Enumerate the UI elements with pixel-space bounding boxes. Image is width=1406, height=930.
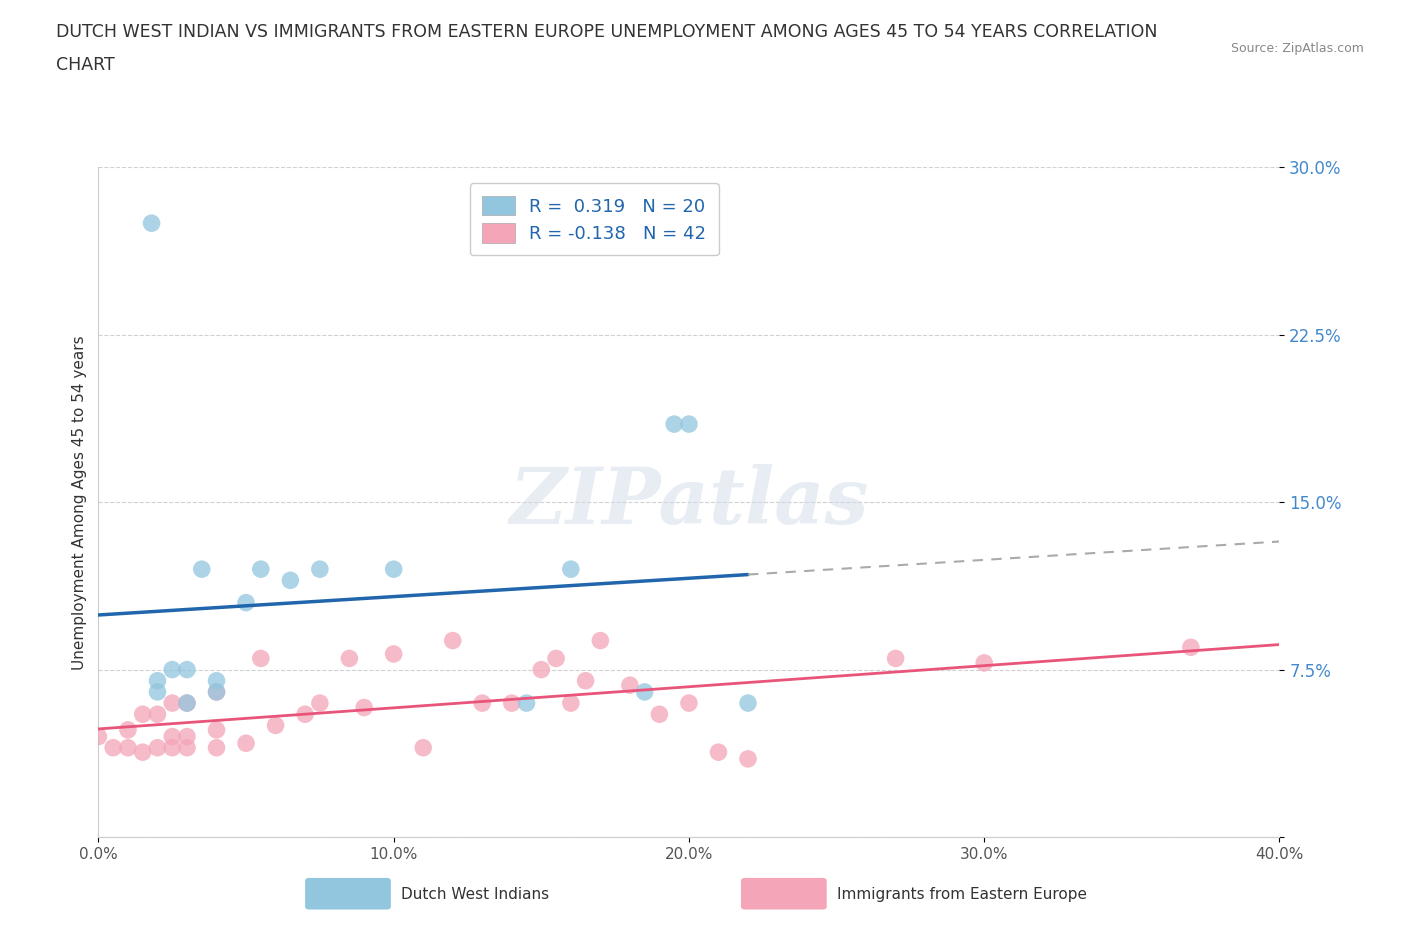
Point: [664, 417, 686, 432]
Point: [648, 707, 671, 722]
Point: [973, 656, 995, 671]
Point: [146, 684, 169, 699]
Legend: R =  0.319   N = 20, R = -0.138   N = 42: R = 0.319 N = 20, R = -0.138 N = 42: [470, 183, 718, 256]
Point: [560, 696, 582, 711]
Point: [678, 417, 700, 432]
Point: [162, 729, 183, 744]
Point: [176, 729, 198, 744]
Point: [132, 745, 155, 760]
Point: [309, 696, 332, 711]
Text: CHART: CHART: [56, 56, 115, 73]
Point: [250, 651, 273, 666]
Text: ZIPatlas: ZIPatlas: [509, 464, 869, 540]
Point: [191, 562, 214, 577]
Point: [530, 662, 553, 677]
Point: [737, 751, 759, 766]
Point: [132, 707, 155, 722]
Point: [337, 651, 360, 666]
Point: [278, 573, 302, 588]
Point: [264, 718, 287, 733]
Point: [235, 595, 257, 610]
Point: [146, 740, 169, 755]
Text: Immigrants from Eastern Europe: Immigrants from Eastern Europe: [837, 887, 1087, 902]
Point: [146, 707, 169, 722]
Point: [250, 562, 273, 577]
Point: [353, 700, 375, 715]
Point: [205, 684, 228, 699]
Point: [574, 673, 596, 688]
Point: [162, 740, 183, 755]
Point: [471, 696, 494, 711]
Point: [205, 673, 228, 688]
Point: [176, 662, 198, 677]
Point: [117, 723, 139, 737]
Point: [205, 740, 228, 755]
Point: [162, 662, 183, 677]
Point: [737, 696, 759, 711]
Point: [560, 562, 582, 577]
Point: [589, 633, 612, 648]
Point: [633, 684, 655, 699]
Point: [205, 723, 228, 737]
Point: [294, 707, 316, 722]
Point: [382, 562, 405, 577]
Point: [441, 633, 464, 648]
Point: [412, 740, 434, 755]
Point: [162, 696, 183, 711]
Point: [678, 696, 700, 711]
Point: [103, 740, 125, 755]
Point: [309, 562, 332, 577]
Point: [884, 651, 907, 666]
Point: [382, 646, 405, 661]
Point: [619, 678, 641, 693]
Text: Source: ZipAtlas.com: Source: ZipAtlas.com: [1230, 42, 1364, 55]
Point: [87, 729, 110, 744]
Point: [117, 740, 139, 755]
Y-axis label: Unemployment Among Ages 45 to 54 years: Unemployment Among Ages 45 to 54 years: [72, 335, 87, 670]
Point: [146, 673, 169, 688]
Point: [707, 745, 730, 760]
Point: [1180, 640, 1202, 655]
Text: DUTCH WEST INDIAN VS IMMIGRANTS FROM EASTERN EUROPE UNEMPLOYMENT AMONG AGES 45 T: DUTCH WEST INDIAN VS IMMIGRANTS FROM EAS…: [56, 23, 1157, 41]
Point: [141, 216, 163, 231]
Point: [176, 696, 198, 711]
Point: [544, 651, 567, 666]
Point: [501, 696, 523, 711]
Text: Dutch West Indians: Dutch West Indians: [401, 887, 548, 902]
Point: [176, 740, 198, 755]
Point: [176, 696, 198, 711]
Point: [235, 736, 257, 751]
Point: [205, 684, 228, 699]
Point: [515, 696, 537, 711]
